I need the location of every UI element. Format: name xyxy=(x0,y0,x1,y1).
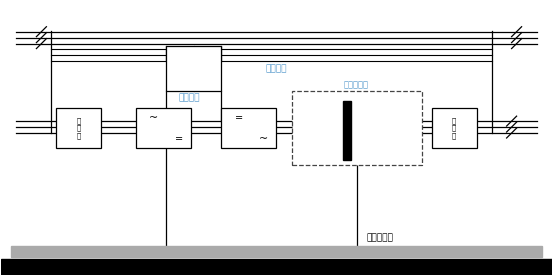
Text: =: = xyxy=(235,113,243,123)
Bar xyxy=(137,108,191,148)
Text: 滤
波
器: 滤 波 器 xyxy=(77,117,81,139)
Bar xyxy=(342,101,351,160)
Bar xyxy=(12,246,541,257)
Bar xyxy=(222,108,276,148)
Text: 静态旁路: 静态旁路 xyxy=(178,93,200,102)
Text: 维护旁路: 维护旁路 xyxy=(266,64,287,73)
Bar xyxy=(166,46,222,91)
Text: 输出变压器: 输出变压器 xyxy=(344,80,369,89)
Text: 滤
波
器: 滤 波 器 xyxy=(452,117,456,139)
Bar xyxy=(2,259,551,275)
Text: 图9 输出变压器零线的接: 图9 输出变压器零线的接 xyxy=(101,263,164,272)
Text: ~: ~ xyxy=(149,113,159,123)
Bar xyxy=(291,91,421,165)
Text: =: = xyxy=(175,134,183,144)
Text: 零地电压差: 零地电压差 xyxy=(367,233,393,242)
Bar xyxy=(431,108,477,148)
Bar xyxy=(56,108,101,148)
Text: ~: ~ xyxy=(259,134,269,144)
